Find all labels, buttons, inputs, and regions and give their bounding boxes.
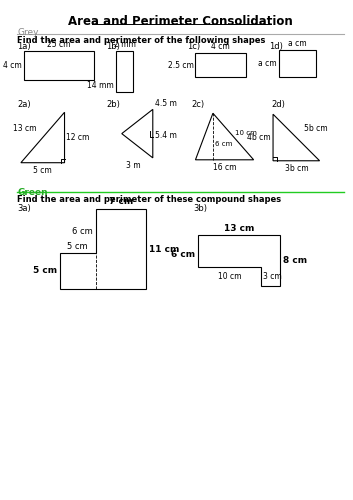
Text: 1b): 1b) [106, 42, 120, 51]
Text: 2.5 cm: 2.5 cm [168, 60, 193, 70]
Text: 3b): 3b) [193, 204, 208, 214]
Text: 4 cm: 4 cm [211, 42, 230, 51]
Bar [279, 50, 316, 78]
Text: a cm: a cm [288, 40, 307, 48]
Text: Grey: Grey [17, 28, 38, 37]
Text: 2a): 2a) [17, 100, 31, 108]
Text: 5 cm: 5 cm [33, 166, 52, 174]
Text: 1d): 1d) [269, 42, 283, 51]
Text: 13 cm: 13 cm [224, 224, 254, 232]
Text: 3 cm: 3 cm [263, 272, 282, 281]
Text: 14 mm: 14 mm [87, 81, 114, 90]
Text: 3 m: 3 m [126, 161, 141, 170]
Text: 5 cm: 5 cm [32, 266, 57, 276]
Text: 11 cm: 11 cm [149, 244, 179, 254]
Text: 6 cm: 6 cm [171, 250, 196, 259]
Text: 1c): 1c) [187, 42, 200, 51]
Text: 5b cm: 5b cm [304, 124, 328, 132]
Text: Area and Perimeter Consolidation: Area and Perimeter Consolidation [67, 16, 292, 28]
Text: 7 cm: 7 cm [109, 198, 133, 206]
Text: Find the area and perimeter of these compound shapes: Find the area and perimeter of these com… [17, 194, 281, 203]
Text: 10 cm: 10 cm [218, 272, 242, 281]
Text: 3b cm: 3b cm [285, 164, 308, 172]
Text: 25 cm: 25 cm [47, 40, 71, 49]
Text: 6 cm: 6 cm [215, 140, 232, 146]
Text: 10 cm: 10 cm [235, 130, 257, 136]
Bar [196, 53, 246, 78]
Text: 5 cm: 5 cm [67, 242, 88, 251]
Text: 6 cm: 6 cm [72, 226, 92, 235]
Text: 2 mm: 2 mm [114, 40, 136, 49]
Text: a cm: a cm [258, 60, 277, 68]
Text: 16 cm: 16 cm [213, 162, 236, 172]
Text: 2b): 2b) [106, 100, 120, 108]
Text: 5.4 m: 5.4 m [155, 131, 176, 140]
Text: 2c): 2c) [192, 100, 205, 108]
Text: Find the area and perimeter of the following shapes: Find the area and perimeter of the follo… [17, 36, 265, 44]
Text: 4 cm: 4 cm [3, 61, 22, 70]
Bar [24, 51, 94, 80]
Text: 13 cm: 13 cm [13, 124, 37, 132]
Text: 4.5 m: 4.5 m [155, 100, 176, 108]
Text: 1a): 1a) [17, 42, 31, 51]
Text: 12 cm: 12 cm [66, 133, 90, 142]
Bar [116, 51, 133, 92]
Text: 8 cm: 8 cm [283, 256, 307, 265]
Text: 4b cm: 4b cm [247, 133, 271, 142]
Text: Green: Green [17, 188, 48, 197]
Text: 3a): 3a) [17, 204, 31, 214]
Text: 2d): 2d) [271, 100, 285, 108]
